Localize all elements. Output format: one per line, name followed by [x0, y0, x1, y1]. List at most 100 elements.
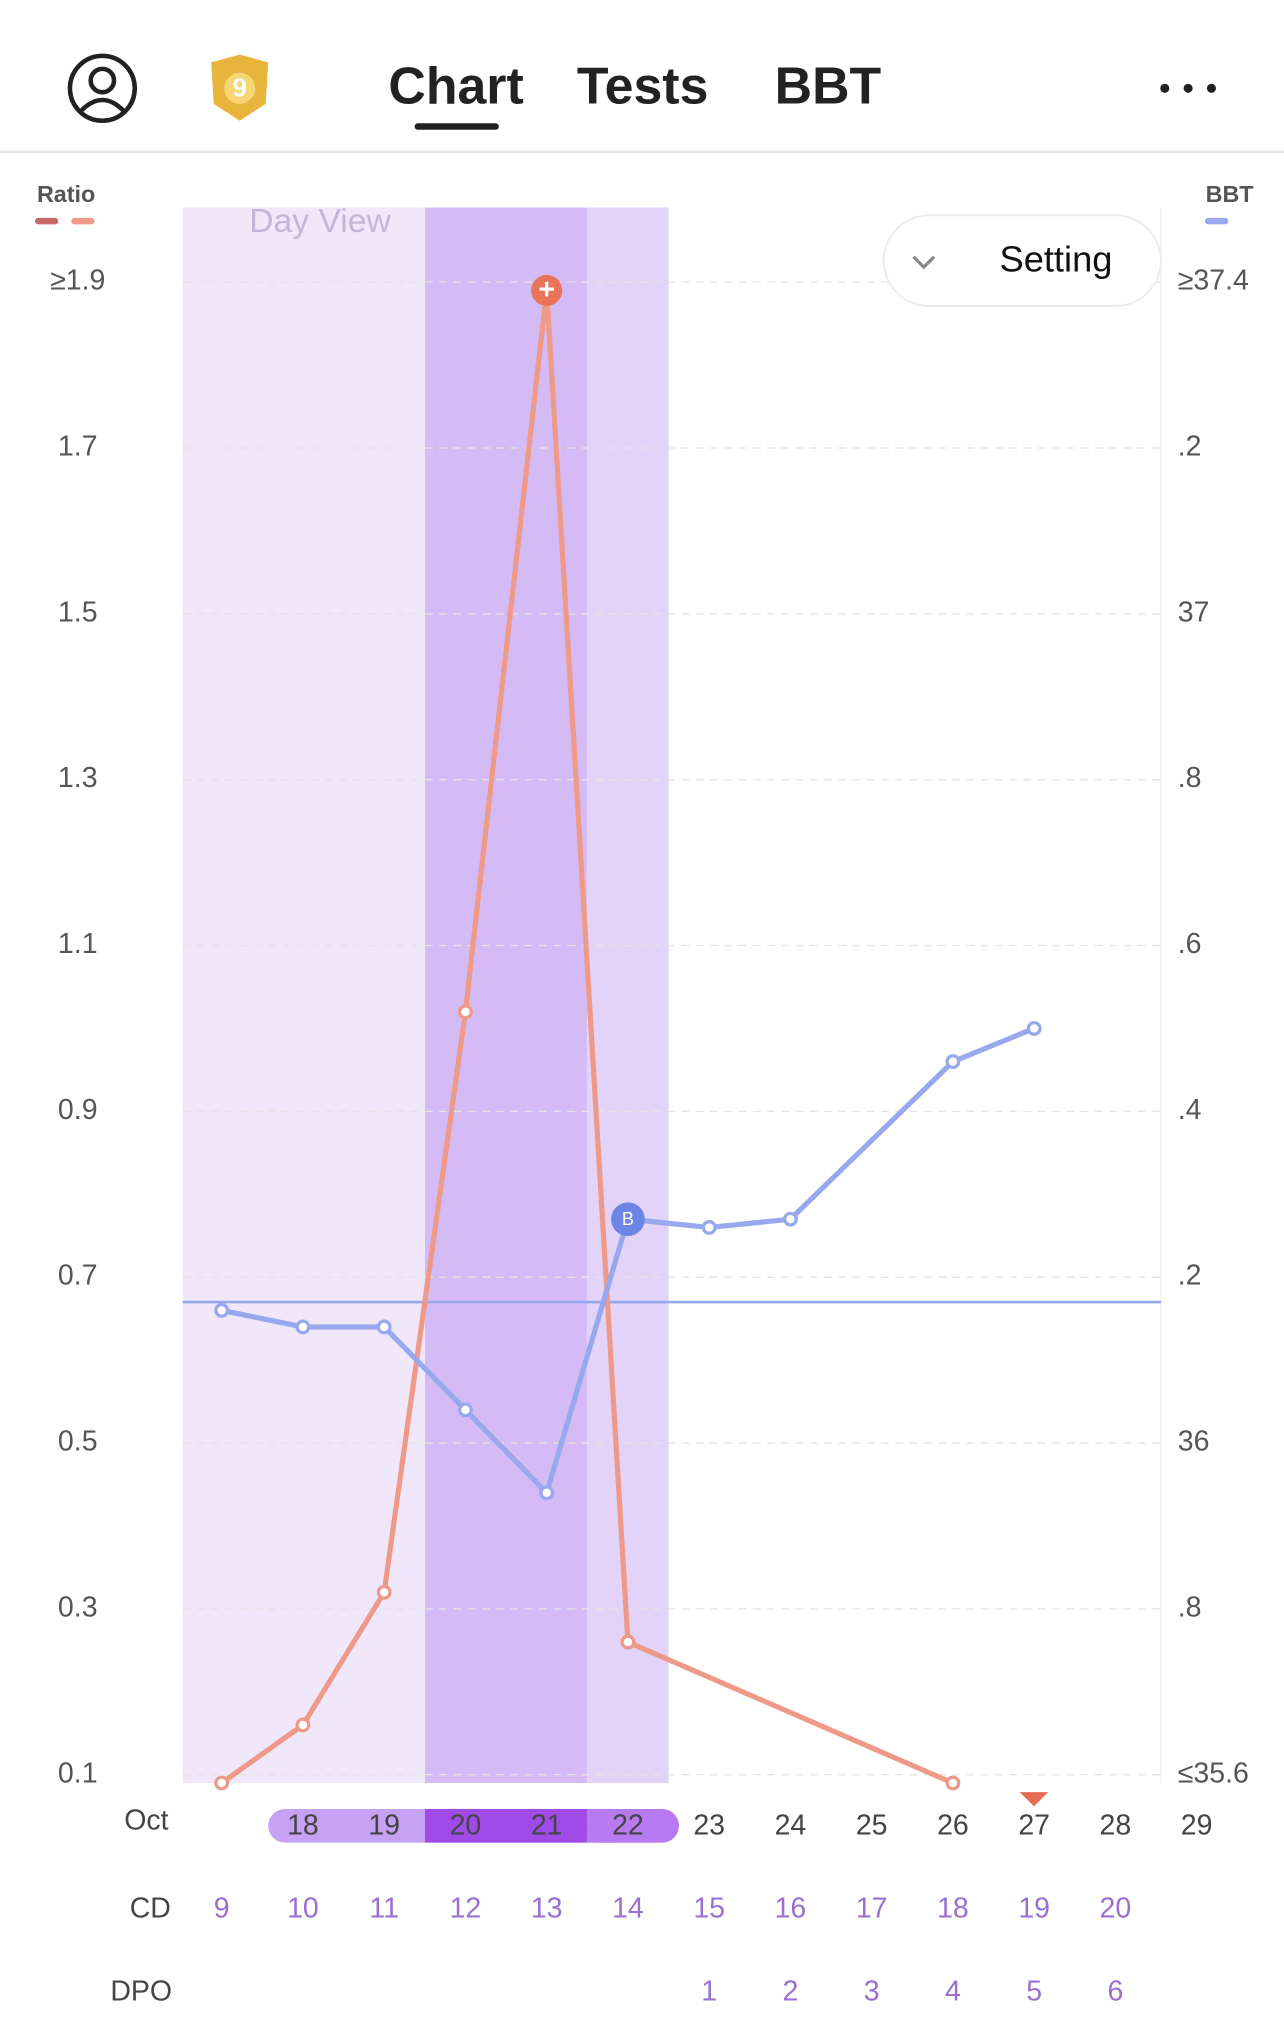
today-marker: [1019, 1792, 1049, 1807]
date-label: 25: [856, 1810, 888, 1842]
phase-band: [182, 207, 425, 1784]
peak-marker: [531, 274, 563, 306]
plot: +B: [182, 274, 1161, 1791]
data-point: [376, 1584, 392, 1600]
more-button[interactable]: [1160, 83, 1216, 93]
cd-label: 20: [1100, 1893, 1132, 1925]
data-point: [620, 1634, 636, 1650]
cd-label: 12: [450, 1893, 482, 1925]
cd-label: 17: [856, 1893, 888, 1925]
header: 9 Chart Tests BBT: [0, 53, 1284, 154]
data-point: [457, 1402, 473, 1418]
tab[interactable]: Tests: [577, 56, 709, 114]
data-point: [214, 1775, 230, 1791]
date-pill-end: [586, 1808, 613, 1843]
grid: [182, 207, 1162, 1784]
data-point: [457, 1004, 473, 1020]
data-point: [295, 1319, 311, 1335]
chevron: [912, 255, 936, 270]
y2-tick-label: .8: [1178, 1591, 1202, 1623]
data-point: [701, 1220, 717, 1235]
y2-axis-label: BBT: [1206, 181, 1254, 207]
date-label: 27: [1018, 1810, 1050, 1842]
y2-tick-label: .6: [1178, 928, 1202, 960]
tab[interactable]: Chart: [388, 56, 523, 114]
data-point: [945, 1775, 961, 1791]
profile-head: [88, 66, 117, 95]
data-point: [376, 1319, 392, 1335]
date-label: 21: [531, 1810, 563, 1842]
dpo-label: 6: [1107, 1975, 1123, 2007]
y-tick-label: 0.7: [58, 1260, 98, 1292]
dpo-label: 5: [1026, 1975, 1042, 2007]
cd-label: 19: [1018, 1893, 1050, 1925]
y-tick-label: 0.3: [58, 1591, 98, 1623]
cd-label: 18: [937, 1893, 969, 1925]
cd-label: 13: [531, 1893, 563, 1925]
y-tick-label: ≥1.9: [50, 265, 105, 297]
badge-text: 9: [232, 74, 246, 102]
y2-tick-label: ≤35.6: [1178, 1757, 1249, 1789]
badge-coin: [224, 72, 256, 104]
y2-tick-label: 36: [1178, 1426, 1210, 1458]
date-pill-peak: [424, 1808, 587, 1843]
row-label: CD: [130, 1893, 171, 1925]
row-label: Oct: [124, 1804, 168, 1836]
date-label: 20: [450, 1810, 482, 1842]
legend-swatch: [34, 217, 59, 225]
phase-band: [424, 207, 587, 1784]
data-point: [945, 1054, 961, 1070]
bbt-marker: [611, 1202, 645, 1237]
cd-label: 14: [612, 1893, 644, 1925]
y2-tick-label: .4: [1178, 1094, 1202, 1126]
profile-body: [78, 97, 127, 114]
date-label: 23: [693, 1810, 725, 1842]
legend-swatch: [71, 217, 95, 225]
data-point: [295, 1717, 311, 1733]
cd-label: 11: [369, 1893, 399, 1925]
data-point: [782, 1211, 798, 1227]
data-point: [1026, 1020, 1042, 1036]
series-line: [221, 1026, 1036, 1496]
y2-tick-label: .2: [1178, 431, 1202, 463]
y2-tick-label: .8: [1178, 762, 1202, 794]
y-tick-label: 1.5: [58, 596, 98, 628]
cd-label: 15: [693, 1893, 725, 1925]
profile-icon[interactable]: [67, 53, 138, 123]
date-label: 28: [1100, 1810, 1132, 1842]
y-tick-label: 0.9: [58, 1094, 98, 1126]
date-label: 29: [1181, 1810, 1213, 1842]
row-label: DPO: [110, 1975, 172, 2007]
button-bg: [882, 214, 1162, 307]
dot: [1206, 83, 1216, 93]
dpo-label: 2: [782, 1975, 798, 2007]
legend-swatch: [1204, 217, 1229, 225]
button-label: Setting: [1000, 239, 1113, 280]
cd-label: 16: [775, 1893, 807, 1925]
dot: [1160, 83, 1170, 93]
data-point: [214, 1302, 230, 1318]
y-tick-label: 0.5: [58, 1426, 98, 1458]
view-label: Day View: [249, 203, 391, 240]
y-axis-label: Ratio: [37, 181, 95, 207]
dpo-label: 4: [945, 1975, 961, 2007]
dpo-label: 1: [701, 1975, 717, 2007]
data-point: [539, 1485, 555, 1501]
y-tick-label: 1.1: [58, 928, 98, 960]
tab-indicator: [414, 123, 499, 130]
y-tick-label: 1.7: [58, 431, 98, 463]
y2-tick-label: ≥37.4: [1178, 265, 1249, 297]
tab[interactable]: BBT: [775, 56, 882, 114]
bbt-marker-text: B: [622, 1209, 634, 1229]
phase-band: [586, 207, 669, 1784]
cd-label: 9: [214, 1893, 230, 1925]
date-label: 24: [775, 1810, 807, 1842]
y-tick-label: 0.1: [58, 1757, 98, 1789]
date-label: 18: [287, 1810, 319, 1842]
setting-button[interactable]: Setting: [882, 214, 1162, 307]
y2-tick-label: .2: [1178, 1260, 1202, 1292]
date-label: 22: [612, 1810, 644, 1842]
date-label: 19: [368, 1810, 400, 1842]
